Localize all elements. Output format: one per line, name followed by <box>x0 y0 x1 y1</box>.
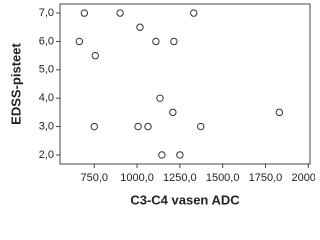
point <box>144 122 152 131</box>
y-tick-label: 2,0 <box>39 149 54 161</box>
x-axis-title: C3-C4 vasen ADC <box>130 192 240 207</box>
x-tick-label: 1500,0 <box>206 172 240 184</box>
y-axis-title: EDSS-pisteet <box>8 43 23 125</box>
plot-frame <box>59 3 311 165</box>
y-tick-label: 6,0 <box>39 35 54 47</box>
x-tick-label: 1750,0 <box>249 172 283 184</box>
y-tick-label: 5,0 <box>39 64 54 76</box>
point <box>75 37 84 46</box>
point <box>156 94 164 102</box>
point <box>275 108 284 117</box>
point <box>136 23 144 31</box>
point <box>190 9 198 17</box>
point <box>170 37 178 46</box>
x-tick-label: 1250,0 <box>163 172 197 184</box>
x-tick-label: 2000,0 <box>291 172 315 184</box>
point <box>176 151 184 159</box>
x-tick-label: 750,0 <box>80 172 108 184</box>
x-tick-label: 1000,0 <box>120 172 154 184</box>
point <box>116 9 124 17</box>
y-tick-label: 4,0 <box>39 92 54 104</box>
y-tick-label: 3,0 <box>39 120 54 132</box>
point <box>80 9 89 17</box>
point <box>197 122 205 131</box>
point <box>91 51 99 60</box>
y-tick-label: 7,0 <box>39 7 54 19</box>
point <box>158 151 166 159</box>
point <box>90 122 98 131</box>
point <box>169 108 177 117</box>
point <box>134 122 142 131</box>
chart: C3-C4 vasen ADC EDSS-pisteet 2,0 3,0 4,0 5,… <box>8 3 315 207</box>
point <box>152 37 160 46</box>
